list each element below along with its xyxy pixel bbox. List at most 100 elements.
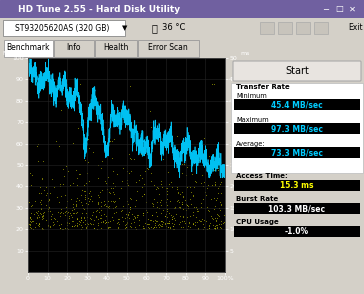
Point (50, 223, 56, 228)
Point (87, 189, 93, 193)
Point (127, 207, 133, 211)
Point (186, 220, 192, 225)
Point (169, 185, 175, 190)
Point (111, 191, 117, 196)
Point (27, 223, 32, 227)
Point (158, 198, 164, 203)
Point (198, 219, 204, 223)
Point (99, 159, 104, 164)
Point (39, 214, 45, 219)
Point (58, 108, 64, 112)
Point (216, 183, 222, 188)
Point (197, 219, 203, 224)
Point (196, 218, 202, 222)
Point (74, 224, 80, 228)
Point (44, 190, 50, 195)
Point (104, 186, 110, 191)
Point (194, 208, 200, 213)
Point (81, 206, 87, 211)
Text: 45.4 MB/sec: 45.4 MB/sec (271, 100, 323, 109)
Bar (234, 203, 360, 214)
Point (179, 202, 185, 206)
Point (145, 222, 151, 226)
Point (182, 221, 187, 226)
Point (127, 151, 132, 156)
Point (97, 216, 103, 221)
Point (57, 214, 63, 218)
Point (54, 218, 60, 223)
Point (69, 215, 75, 220)
Point (214, 196, 219, 200)
Point (216, 221, 222, 226)
Point (87, 196, 93, 201)
Point (123, 221, 129, 226)
Point (213, 216, 218, 221)
Point (188, 189, 194, 194)
Point (192, 223, 198, 228)
Point (153, 225, 159, 230)
Point (64, 223, 70, 227)
Point (139, 185, 145, 190)
Point (215, 206, 221, 210)
Point (184, 203, 190, 207)
Point (61, 174, 67, 178)
Point (30, 218, 36, 223)
Point (41, 188, 47, 192)
Point (82, 216, 87, 221)
Point (107, 138, 113, 143)
Point (147, 218, 153, 222)
Point (83, 226, 89, 230)
Point (83, 225, 89, 230)
FancyBboxPatch shape (138, 39, 198, 56)
Point (167, 225, 173, 230)
Point (148, 218, 154, 223)
Point (194, 180, 199, 185)
Point (74, 215, 80, 220)
Point (211, 207, 217, 212)
Point (139, 176, 145, 180)
Point (173, 206, 178, 211)
Point (124, 177, 130, 182)
Point (27, 216, 33, 220)
Point (174, 184, 179, 189)
Point (192, 179, 198, 184)
Point (47, 224, 53, 228)
Point (184, 215, 190, 219)
Point (214, 212, 219, 217)
Point (198, 205, 204, 209)
Point (65, 227, 71, 231)
Point (118, 107, 124, 111)
Point (159, 222, 165, 227)
Point (207, 220, 213, 225)
Point (107, 225, 113, 230)
Point (170, 214, 176, 218)
Point (131, 157, 136, 162)
Point (86, 196, 91, 200)
Point (28, 218, 33, 223)
Point (158, 219, 164, 223)
Point (155, 223, 161, 227)
Point (110, 181, 116, 185)
Point (185, 204, 191, 208)
Point (70, 218, 75, 223)
Point (120, 218, 126, 223)
Point (153, 187, 159, 191)
Point (43, 185, 48, 190)
Point (36, 224, 42, 229)
Point (73, 204, 79, 208)
Text: ST93205620AS (320 GB): ST93205620AS (320 GB) (15, 24, 109, 33)
Point (98, 216, 104, 220)
Point (177, 156, 183, 160)
Point (199, 217, 205, 221)
Point (122, 216, 128, 220)
Point (163, 212, 169, 217)
Point (214, 225, 219, 230)
Point (60, 227, 66, 231)
Point (198, 181, 203, 186)
Point (155, 186, 161, 191)
FancyBboxPatch shape (54, 39, 94, 56)
Point (104, 204, 110, 208)
Point (103, 201, 108, 206)
Point (36, 191, 42, 195)
Point (66, 215, 72, 220)
